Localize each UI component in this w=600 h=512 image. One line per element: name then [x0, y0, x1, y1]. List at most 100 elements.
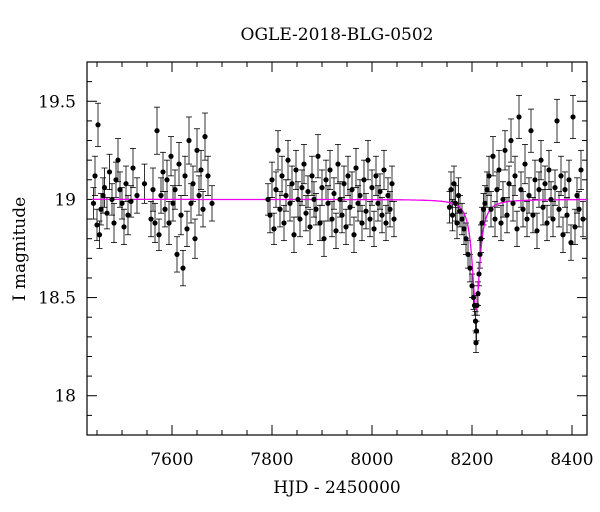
data-point	[345, 173, 351, 179]
data-point	[492, 216, 498, 222]
data-point	[162, 206, 168, 212]
data-point	[550, 216, 556, 222]
data-point	[299, 185, 305, 191]
data-point	[373, 173, 379, 179]
data-point	[113, 177, 119, 183]
data-point	[121, 224, 127, 230]
data-point	[202, 134, 208, 140]
data-point	[465, 251, 471, 257]
data-point	[457, 208, 463, 214]
y-axis-label: I magnitude	[10, 197, 30, 301]
data-point	[476, 271, 482, 277]
data-point	[182, 173, 188, 179]
data-point	[454, 220, 460, 226]
data-point	[154, 128, 160, 134]
data-point	[269, 177, 275, 183]
data-point	[106, 169, 113, 175]
data-point	[470, 294, 477, 301]
data-point	[96, 232, 103, 238]
y-tick-label: 19.5	[38, 92, 76, 112]
data-point	[291, 232, 297, 238]
data-point	[319, 185, 325, 191]
data-point	[337, 196, 343, 203]
data-point	[275, 147, 281, 153]
data-point	[564, 212, 570, 218]
data-point	[178, 212, 184, 218]
data-point	[277, 206, 283, 212]
data-point	[281, 220, 287, 226]
data-point	[391, 216, 397, 222]
data-point	[351, 232, 357, 238]
data-point	[558, 173, 564, 179]
data-point	[526, 192, 532, 199]
data-point	[474, 302, 480, 309]
data-point	[353, 165, 359, 171]
data-point	[516, 114, 522, 120]
data-point	[459, 216, 465, 222]
data-point	[160, 169, 166, 175]
data-point	[123, 181, 129, 187]
data-point	[452, 200, 459, 206]
data-point	[295, 196, 301, 203]
y-tick-label: 18.5	[38, 289, 76, 309]
data-point	[385, 192, 391, 199]
data-point	[128, 198, 134, 204]
data-point	[357, 192, 363, 199]
data-point	[317, 220, 323, 226]
data-point	[448, 187, 454, 193]
data-point	[196, 192, 202, 199]
data-point	[377, 188, 383, 195]
data-point	[504, 212, 510, 218]
data-point	[510, 200, 516, 206]
data-point	[484, 187, 490, 193]
data-point	[188, 200, 194, 206]
data-point	[580, 216, 586, 222]
y-tick-label: 18	[54, 387, 76, 407]
data-point	[387, 206, 393, 212]
data-point	[148, 216, 154, 222]
data-point	[528, 128, 534, 134]
data-point	[192, 236, 198, 242]
data-point	[339, 212, 345, 218]
data-point	[473, 328, 480, 334]
data-point	[109, 196, 115, 203]
data-point	[285, 157, 291, 163]
data-point	[170, 200, 176, 206]
data-point	[130, 165, 136, 171]
axis-ticks: 7600 7800 8000 8200 8400 18 18.5 19 19.5	[38, 61, 594, 470]
data-point	[355, 200, 361, 206]
x-tick-label: 8000	[350, 450, 393, 470]
data-point	[98, 206, 104, 212]
data-point	[502, 147, 508, 153]
data-point	[548, 196, 554, 203]
data-point	[95, 122, 101, 128]
data-point	[369, 185, 375, 191]
data-point	[111, 220, 117, 226]
data-point	[289, 181, 295, 187]
data-point	[335, 161, 341, 167]
data-point	[313, 206, 319, 212]
data-point	[205, 173, 211, 179]
data-point	[200, 206, 206, 212]
data-point	[325, 200, 331, 206]
data-point	[186, 137, 192, 144]
data-point	[141, 181, 148, 187]
data-point	[333, 228, 339, 234]
data-point	[94, 222, 100, 228]
data-point	[532, 177, 538, 183]
data-point	[554, 118, 560, 124]
data-point	[572, 224, 578, 230]
data-point	[560, 232, 566, 238]
data-point	[341, 181, 347, 187]
data-point	[467, 265, 473, 271]
data-point	[494, 187, 500, 193]
data-point	[379, 212, 385, 218]
data-point	[190, 181, 196, 187]
data-point	[184, 226, 190, 232]
data-point	[486, 173, 492, 179]
data-point	[198, 167, 204, 173]
data-point	[174, 251, 180, 257]
data-point	[488, 206, 494, 212]
data-point	[383, 220, 389, 226]
